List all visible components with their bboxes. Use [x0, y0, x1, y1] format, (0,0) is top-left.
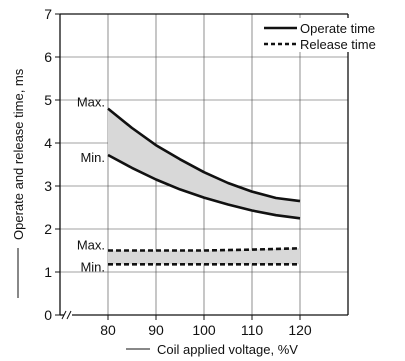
annotations: Max. Min. Max. Min.: [77, 95, 105, 275]
x-tick-label-120: 120: [288, 322, 312, 338]
annotation-release-min: Min.: [80, 259, 105, 274]
y-tick-label-0: 0: [44, 307, 52, 323]
legend-label-operate: Operate time: [300, 21, 375, 36]
y-tick-label-1: 1: [44, 264, 52, 280]
y-axis-label: Operate and release time, ms: [11, 68, 26, 240]
y-tick-label-4: 4: [44, 135, 52, 151]
operate-min-line: [107, 153, 301, 220]
y-axis-title: Operate and release time, ms: [11, 68, 26, 298]
y-tick-label-3: 3: [44, 178, 52, 194]
x-axis-title: Coil applied voltage, %V: [126, 342, 298, 357]
release-max-line: [108, 247, 301, 252]
annotation-operate-min: Min.: [80, 150, 105, 165]
annotation-operate-max: Max.: [77, 95, 105, 110]
legend-background: [258, 18, 398, 52]
x-axis-label: Coil applied voltage, %V: [157, 342, 298, 357]
annotation-release-max: Max.: [77, 238, 105, 253]
y-tick-label-5: 5: [44, 92, 52, 108]
axis-break-mark: [61, 310, 72, 320]
y-tick-label-7: 7: [44, 6, 52, 22]
operate-max-line: [107, 107, 301, 203]
legend-label-release: Release time: [300, 37, 376, 52]
y-tick-label-6: 6: [44, 49, 52, 65]
legend: Operate time Release time: [258, 18, 398, 52]
series-lines: [107, 107, 301, 266]
release-time-band: [108, 248, 300, 265]
x-ticks: 80 90 100 110 120: [100, 315, 312, 338]
x-tick-label-80: 80: [100, 322, 116, 338]
x-tick-label-100: 100: [192, 322, 216, 338]
y-tick-label-2: 2: [44, 221, 52, 237]
y-ticks: 0 1 2 3 4 5 6 7: [44, 6, 60, 323]
x-tick-label-110: 110: [241, 322, 264, 338]
plot-frame: [59, 13, 349, 320]
x-tick-label-90: 90: [148, 322, 164, 338]
